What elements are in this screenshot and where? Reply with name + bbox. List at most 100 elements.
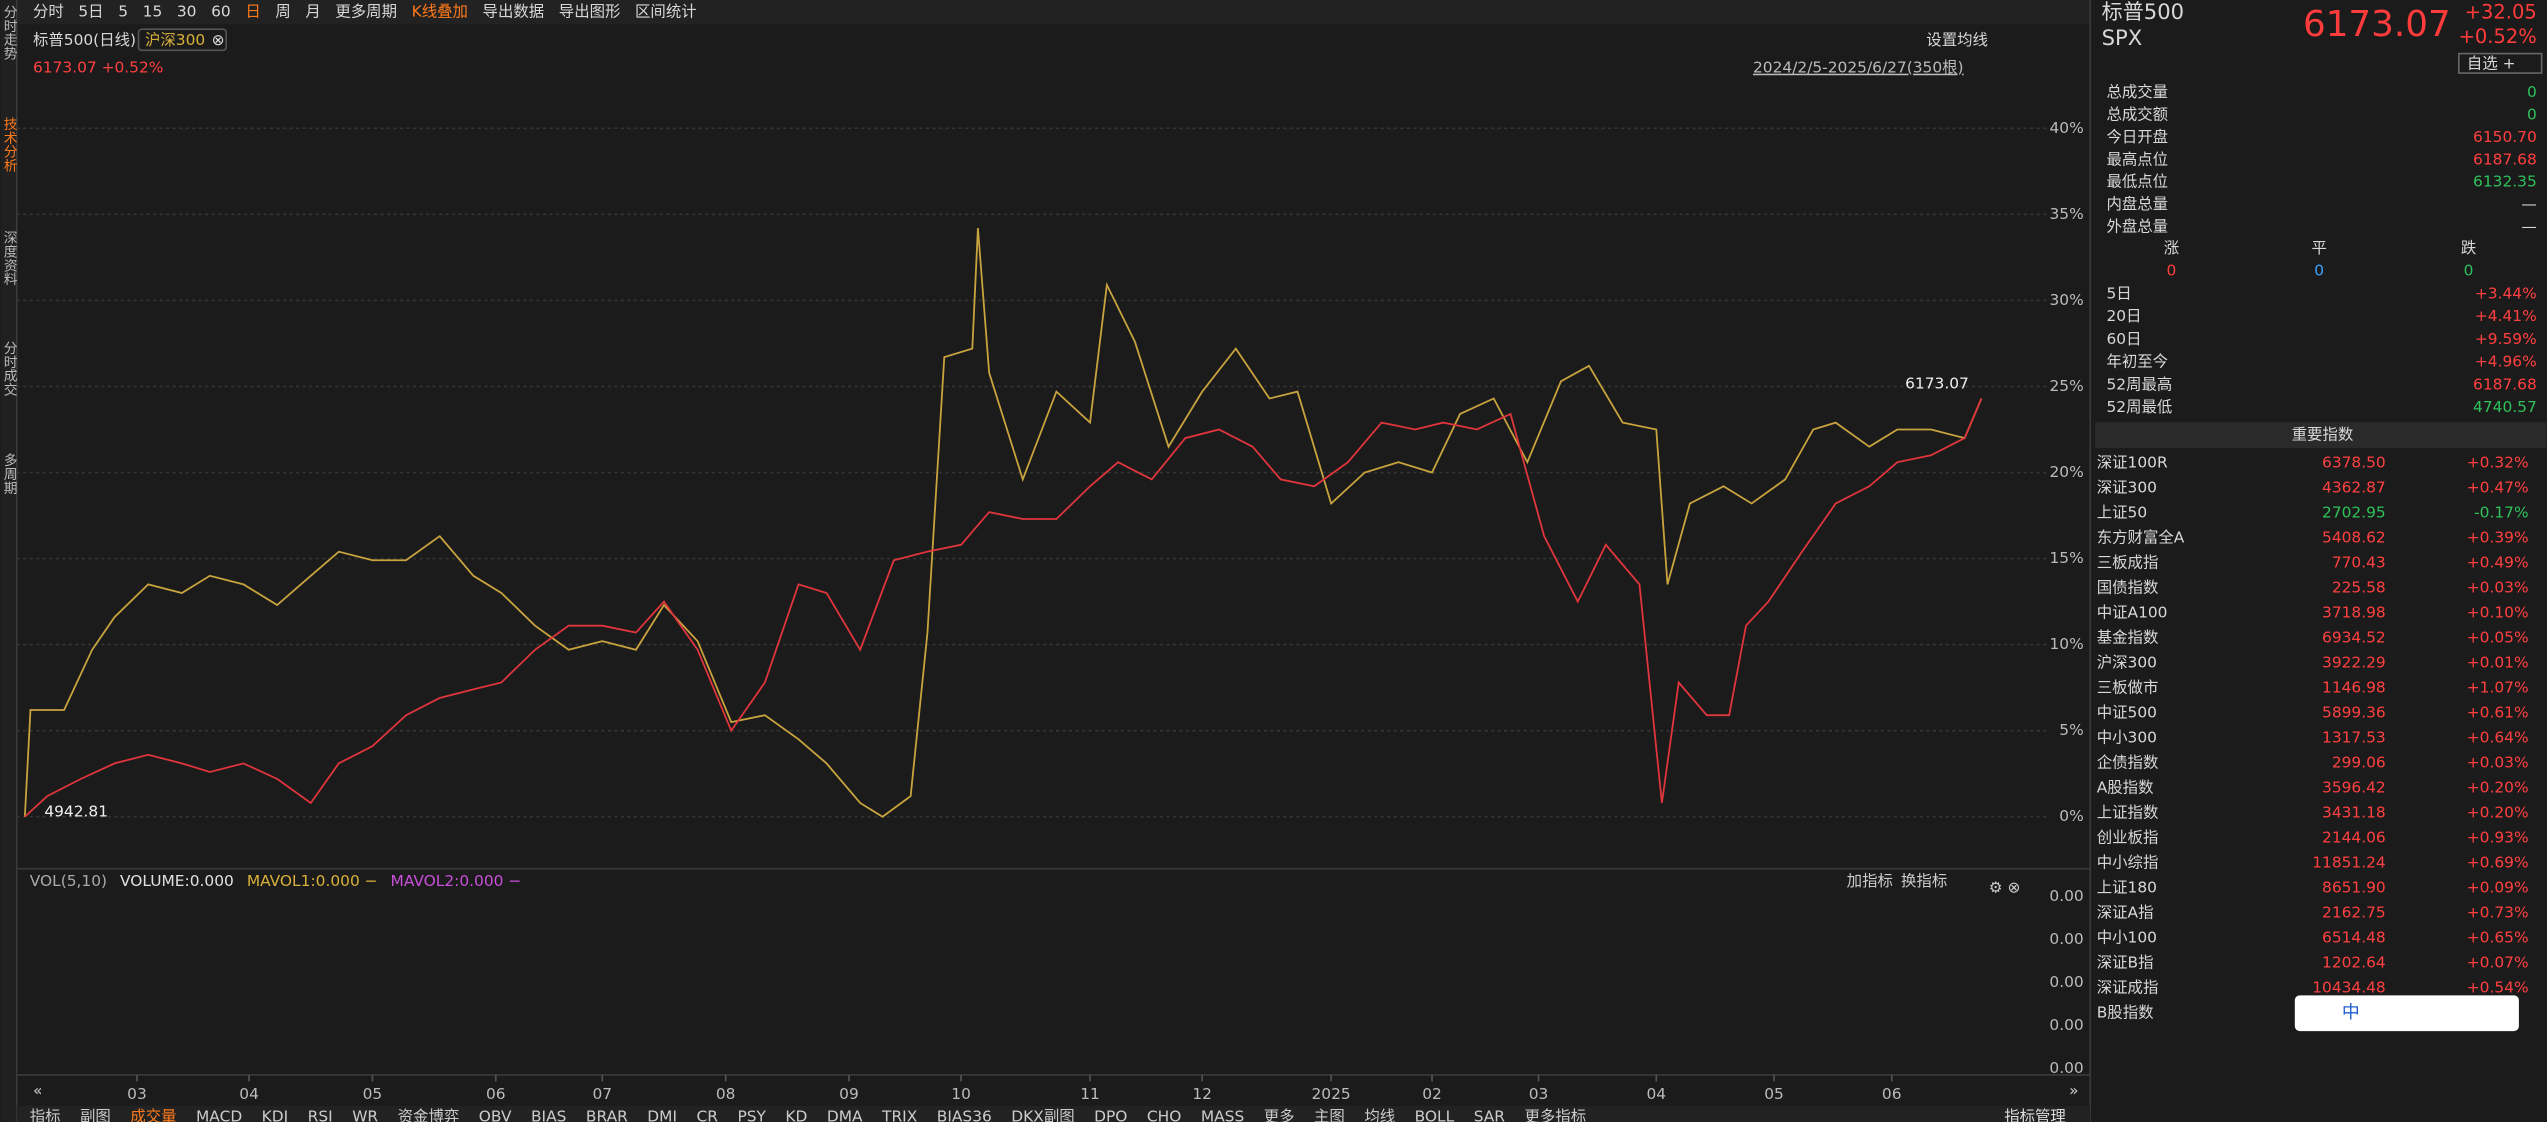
bottom-tab[interactable]: BOLL xyxy=(1415,1108,1455,1122)
index-name[interactable]: 基金指数 xyxy=(2097,628,2159,646)
period-label: 52周最低 xyxy=(2106,398,2172,416)
index-name[interactable]: 深证B指 xyxy=(2097,953,2154,971)
toolbar-item[interactable]: 导出数据 xyxy=(483,3,545,21)
stat-label: 外盘总量 xyxy=(2106,216,2168,235)
index-name[interactable]: A股指数 xyxy=(2097,778,2154,796)
overlay-tag[interactable] xyxy=(137,28,228,52)
toolbar-item[interactable]: 月 xyxy=(305,3,320,21)
volume-button[interactable]: 换指标 xyxy=(1901,872,1947,890)
ime-mode[interactable]: 中 xyxy=(2342,1002,2360,1023)
breadth-label: 平 xyxy=(2311,239,2326,257)
overlay-close[interactable]: ⊗ xyxy=(212,31,225,49)
index-name[interactable]: 国债指数 xyxy=(2097,578,2159,596)
sidebar-tab[interactable]: 分时走势 xyxy=(1,5,18,62)
bottom-tab[interactable]: MASS xyxy=(1201,1108,1244,1122)
bottom-tab[interactable]: 均线 xyxy=(1364,1108,1395,1122)
bottom-tab[interactable]: DKX副图 xyxy=(1011,1108,1074,1122)
index-name[interactable]: 深证成指 xyxy=(2097,978,2159,996)
index-name[interactable]: 中证500 xyxy=(2097,703,2157,721)
bottom-tab[interactable]: 资金博弈 xyxy=(398,1108,460,1122)
toolbar-item[interactable]: 日 xyxy=(245,3,260,21)
bottom-tab[interactable]: DPO xyxy=(1094,1108,1127,1122)
index-name[interactable]: 深证A指 xyxy=(2097,903,2154,921)
bottom-tab[interactable]: 副图 xyxy=(80,1108,111,1122)
stat-value: — xyxy=(2521,217,2536,235)
bottom-tab[interactable]: KDJ xyxy=(262,1108,289,1122)
toolbar-item[interactable]: 分时 xyxy=(33,3,64,21)
index-name[interactable]: 企债指数 xyxy=(2097,753,2159,771)
bottom-tab[interactable]: 成交量 xyxy=(130,1108,176,1122)
watch-button[interactable]: 自选 + xyxy=(2467,55,2516,73)
toolbar-item[interactable]: 更多周期 xyxy=(335,3,397,21)
quote-price: 6173.07 xyxy=(2303,4,2451,45)
index-name[interactable]: 三板成指 xyxy=(2097,553,2159,571)
x-tick-label: 06 xyxy=(486,1085,506,1103)
bottom-tab[interactable]: DMI xyxy=(647,1108,677,1122)
index-name[interactable]: B股指数 xyxy=(2097,1003,2154,1021)
toolbar-item[interactable]: 5 xyxy=(118,3,128,21)
bottom-tab[interactable]: MACD xyxy=(196,1108,242,1122)
index-change: +0.54% xyxy=(2467,978,2529,996)
bottom-tab[interactable]: KD xyxy=(785,1108,807,1122)
bottom-tab[interactable]: CHO xyxy=(1147,1108,1181,1122)
x-tick-label: 03 xyxy=(1529,1085,1549,1103)
index-change: +0.39% xyxy=(2467,528,2529,546)
index-name[interactable]: 中小300 xyxy=(2097,728,2157,746)
bottom-tab[interactable]: 指标 xyxy=(30,1108,61,1122)
bottom-tab[interactable]: PSY xyxy=(737,1108,766,1122)
index-name[interactable]: 沪深300 xyxy=(2097,653,2157,671)
index-price: 225.58 xyxy=(2332,578,2386,596)
index-name[interactable]: 三板做市 xyxy=(2097,678,2159,696)
bottom-tab[interactable]: 更多指标 xyxy=(1524,1108,1586,1122)
bottom-tab[interactable]: OBV xyxy=(479,1108,512,1122)
sidebar-tab[interactable]: 技术分析 xyxy=(1,117,18,173)
index-price: 11851.24 xyxy=(2312,853,2386,871)
bottom-tab[interactable]: SAR xyxy=(1474,1108,1506,1122)
sidebar-tab[interactable]: 深度资料 xyxy=(1,231,18,287)
manage-button[interactable]: 指标管理 xyxy=(2004,1108,2066,1122)
ime-toolbar[interactable] xyxy=(2294,995,2519,1032)
index-name[interactable]: 深证100R xyxy=(2097,453,2168,471)
bottom-tab[interactable]: 更多 xyxy=(1264,1108,1295,1122)
bottom-tab[interactable]: TRIX xyxy=(881,1108,918,1122)
bottom-tab[interactable]: BIAS36 xyxy=(937,1108,992,1122)
index-name[interactable]: 东方财富全A xyxy=(2097,528,2185,546)
x-tick-label: 11 xyxy=(1080,1085,1100,1103)
toolbar-item[interactable]: 周 xyxy=(275,3,290,21)
index-name[interactable]: 上证50 xyxy=(2097,503,2147,521)
bottom-tab[interactable]: RSI xyxy=(308,1108,333,1122)
index-name[interactable]: 上证指数 xyxy=(2097,803,2159,821)
scroll-right[interactable]: » xyxy=(2069,1082,2078,1100)
watch-button-box[interactable] xyxy=(2458,52,2543,74)
volume-button[interactable]: 加指标 xyxy=(1847,872,1893,890)
index-name[interactable]: 创业板指 xyxy=(2097,828,2159,846)
sidebar-tab[interactable]: 多周期 xyxy=(1,452,18,496)
toolbar-item[interactable]: 导出图形 xyxy=(559,3,621,21)
toolbar-item[interactable]: 30 xyxy=(177,3,197,21)
bottom-tab[interactable]: CR xyxy=(697,1108,719,1122)
bottom-tab[interactable]: DMA xyxy=(827,1108,863,1122)
quote-change: +32.05 xyxy=(2465,0,2537,23)
bottom-tab[interactable]: WR xyxy=(352,1108,378,1122)
scroll-left[interactable]: « xyxy=(33,1082,42,1100)
bottom-tab[interactable]: 主图 xyxy=(1314,1108,1345,1122)
index-price: 10434.48 xyxy=(2312,978,2386,996)
toolbar-item[interactable]: 60 xyxy=(211,3,231,21)
index-name[interactable]: 中证A100 xyxy=(2097,603,2168,621)
toolbar-item[interactable]: K线叠加 xyxy=(412,3,468,21)
bottom-tab[interactable]: BIAS xyxy=(531,1108,566,1122)
volume-legend: VOL(5,10) xyxy=(30,872,107,890)
index-name[interactable]: 中小100 xyxy=(2097,928,2157,946)
index-name[interactable]: 深证300 xyxy=(2097,478,2157,496)
period-label: 20日 xyxy=(2106,307,2141,325)
toolbar-item[interactable]: 5日 xyxy=(78,3,103,21)
index-name[interactable]: 中小综指 xyxy=(2097,853,2159,871)
sidebar-tab[interactable]: 分时成交 xyxy=(1,341,18,397)
toolbar-item[interactable]: 15 xyxy=(143,3,163,21)
index-change: +1.07% xyxy=(2467,678,2529,696)
toolbar-item[interactable]: 区间统计 xyxy=(635,3,697,21)
bottom-tab[interactable]: BRAR xyxy=(586,1108,628,1122)
volume-settings[interactable]: ⚙ ⊗ xyxy=(1989,879,2021,897)
settings-link[interactable]: 设置均线 xyxy=(1926,31,1988,49)
index-name[interactable]: 上证180 xyxy=(2097,878,2157,896)
